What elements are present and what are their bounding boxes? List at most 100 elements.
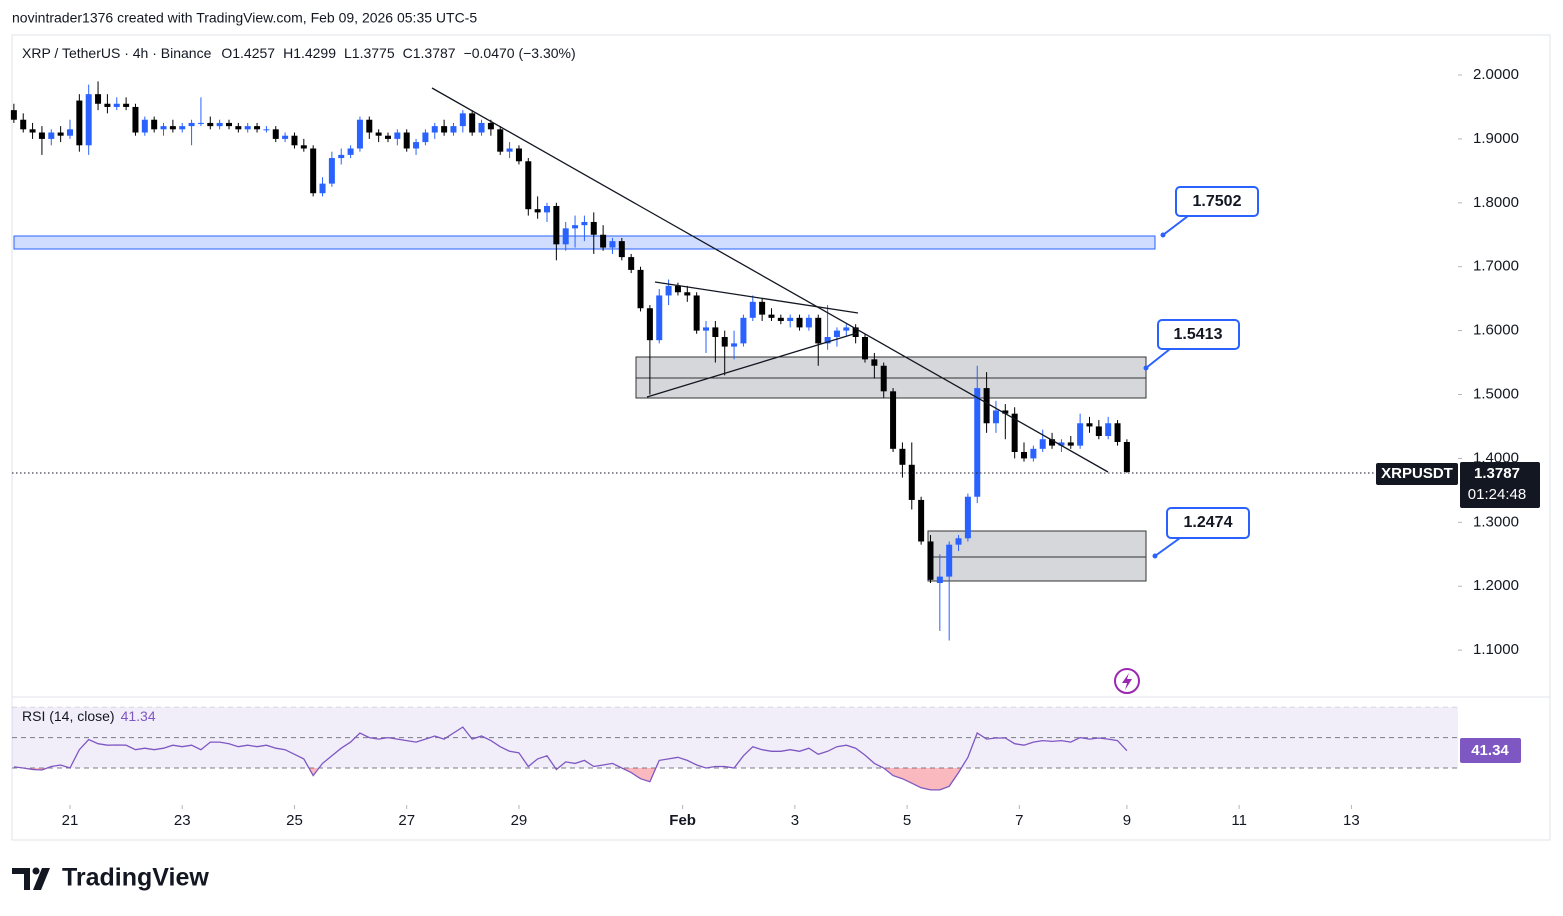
- candle-body: [684, 292, 691, 296]
- candle-body: [740, 317, 747, 344]
- candle-body: [871, 359, 878, 366]
- candle-body: [487, 122, 494, 130]
- candle-body: [282, 135, 289, 139]
- y-tick-label: 1.1000: [1473, 641, 1519, 658]
- candle-body: [992, 410, 999, 424]
- candle-body: [1067, 442, 1074, 446]
- candle-body: [76, 100, 83, 146]
- y-tick-label: 2.0000: [1473, 66, 1519, 83]
- candle-body: [843, 327, 850, 331]
- x-tick-label: Feb: [669, 812, 696, 829]
- rsi-last-value: 41.34: [1471, 742, 1509, 759]
- candle-body: [1011, 413, 1018, 453]
- candle-body: [160, 126, 167, 130]
- candle-body: [422, 132, 429, 143]
- candle-body: [918, 499, 925, 542]
- candle-body: [777, 317, 784, 322]
- candle-body: [478, 122, 485, 133]
- tradingview-logo[interactable]: TradingView: [12, 864, 209, 892]
- candle-body: [375, 132, 382, 136]
- candle-body: [628, 257, 635, 270]
- candle-body: [731, 343, 738, 347]
- y-tick-label: 1.6000: [1473, 322, 1519, 339]
- candle-body: [656, 295, 663, 341]
- candle-body: [983, 388, 990, 424]
- candle-body: [946, 544, 953, 577]
- candle-body: [768, 314, 775, 318]
- x-tick-label: 29: [511, 812, 528, 829]
- legend-close: C1.3787: [403, 45, 456, 61]
- candle-body: [188, 122, 195, 127]
- candle-body: [908, 464, 915, 500]
- last-price: 1.3787: [1474, 465, 1520, 482]
- candle-body: [310, 148, 317, 194]
- candle-body: [759, 301, 766, 315]
- candle-body: [225, 122, 232, 127]
- candle-body: [646, 308, 653, 341]
- legend-low: L1.3775: [344, 45, 395, 61]
- x-tick-label: 27: [398, 812, 415, 829]
- candle-body: [207, 122, 214, 127]
- rsi-title: RSI (14, close): [22, 708, 115, 724]
- candle-body: [20, 119, 27, 130]
- candle-body: [403, 132, 410, 149]
- candle-body: [104, 103, 111, 107]
- candle-body: [356, 119, 363, 149]
- candle-body: [852, 327, 859, 337]
- candle-body: [263, 129, 270, 131]
- logo-text: TradingView: [62, 864, 209, 892]
- candle-body: [1095, 426, 1102, 437]
- candle-body: [38, 132, 45, 139]
- x-tick-label: 3: [791, 812, 799, 829]
- candle-body: [459, 113, 466, 127]
- candle-body: [328, 158, 335, 184]
- lightning-icon[interactable]: [1114, 668, 1140, 694]
- candle-body: [590, 221, 597, 235]
- candle-body: [562, 228, 569, 245]
- legend-symbol: XRP / TetherUS · 4h · Binance: [22, 45, 212, 61]
- trend-line: [431, 87, 1109, 473]
- candle-body: [1058, 442, 1065, 446]
- candle-body: [132, 106, 139, 133]
- candle-body: [347, 148, 354, 155]
- candle-body: [1114, 423, 1121, 442]
- candle-body: [534, 209, 541, 213]
- candle-body: [974, 388, 981, 497]
- candle-body: [10, 110, 17, 120]
- candle-body: [291, 135, 298, 146]
- candle-body: [749, 301, 756, 318]
- candle-body: [1086, 423, 1093, 427]
- y-tick-label: 1.7000: [1473, 258, 1519, 275]
- x-tick-label: 13: [1343, 812, 1360, 829]
- candle-body: [244, 126, 251, 130]
- candle-body: [151, 119, 158, 130]
- y-tick-label: 1.2000: [1473, 577, 1519, 594]
- x-tick-label: 11: [1231, 812, 1247, 829]
- chart-frame: [11, 34, 1551, 841]
- candle-body: [637, 269, 644, 309]
- candle-body: [413, 142, 420, 149]
- candle-body: [600, 234, 607, 248]
- x-tick-label: 23: [174, 812, 191, 829]
- candle-body: [721, 336, 728, 347]
- candle-body: [235, 126, 242, 130]
- symbol-label: XRPUSDT: [1381, 465, 1453, 482]
- candle-body: [833, 330, 840, 337]
- candle-body: [197, 122, 204, 124]
- candle-body: [319, 183, 326, 194]
- candle-body: [899, 448, 906, 465]
- legend-change: −0.0470 (−3.30%): [464, 45, 576, 61]
- candle-body: [824, 336, 831, 344]
- candle-body: [955, 538, 962, 545]
- candle-body: [703, 327, 710, 331]
- candle-body: [48, 132, 55, 139]
- candle-body: [497, 129, 504, 152]
- candle-body: [693, 295, 700, 331]
- callout-2: 1.5413: [1143, 319, 1240, 371]
- candle-body: [123, 103, 130, 107]
- candle-body: [525, 161, 532, 210]
- candle-body: [338, 154, 345, 159]
- candle-body: [572, 225, 579, 229]
